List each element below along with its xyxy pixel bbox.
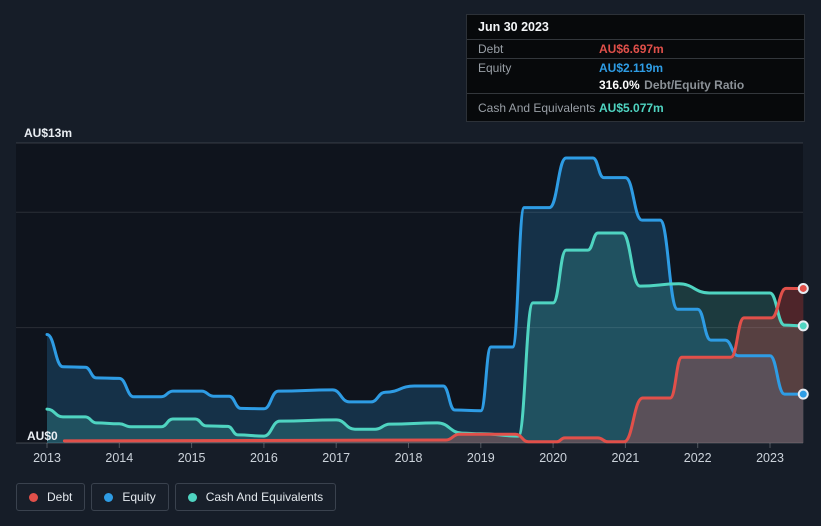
tooltip-date: Jun 30 2023 [467, 15, 804, 40]
legend-item-debt[interactable]: Debt [16, 483, 86, 511]
tooltip-ratio: 316.0% Debt/Equity Ratio [599, 76, 744, 94]
cash-dot-icon [187, 492, 197, 502]
tooltip-cash-value: AU$5.077m [599, 100, 664, 115]
x-tick-label-2018: 2018 [395, 451, 423, 465]
x-tick-label-2013: 2013 [33, 451, 61, 465]
x-tick-label-2019: 2019 [467, 451, 495, 465]
x-tick-label-2016: 2016 [250, 451, 278, 465]
tooltip-cash-label: Cash And Equivalents [478, 100, 596, 115]
series-areas [16, 158, 804, 443]
x-tick-label-2023: 2023 [756, 451, 784, 465]
line-cash-and-equivalents [45, 231, 805, 438]
x-tick-label-2014: 2014 [105, 451, 133, 465]
legend-label-equity: Equity [122, 490, 156, 504]
area-debt [64, 288, 804, 443]
chart-tooltip: Jun 30 2023 Debt AU$6.697m Equity AU$2.1… [466, 14, 805, 122]
end-marker-equity [797, 388, 809, 400]
legend-label-cash: Cash And Equivalents [205, 490, 324, 504]
tooltip-debt-label: Debt [478, 42, 504, 56]
x-tick-label-2022: 2022 [684, 451, 712, 465]
grid-lines [16, 142, 803, 444]
tooltip-debt-value: AU$6.697m [599, 42, 664, 56]
tooltip-ratio-label: Debt/Equity Ratio [644, 78, 745, 92]
legend-item-equity[interactable]: Equity [91, 483, 169, 511]
end-markers [797, 282, 809, 400]
x-tick-label-2017: 2017 [322, 451, 350, 465]
y-axis-max-label: AU$13m [24, 126, 72, 140]
end-marker-debt [797, 282, 809, 294]
x-tick-label-2015: 2015 [178, 451, 206, 465]
x-tick-label-2021: 2021 [611, 451, 639, 465]
equity-dot-icon [104, 492, 114, 502]
legend-item-cash[interactable]: Cash And Equivalents [174, 483, 337, 511]
x-axis: 2013 2014 2015 2016 2017 2018 2019 2020 2021 2022… [33, 443, 784, 465]
series-lines [45, 156, 805, 444]
debt-dot-icon [29, 492, 38, 502]
chart-legend: Debt Equity Cash And Equivalents [16, 483, 337, 511]
area-cash-and-equivalents [47, 233, 804, 443]
line-debt [62, 286, 805, 444]
tooltip-equity-value: AU$2.119m [599, 61, 664, 75]
end-marker-cash-and-equivalents [797, 320, 809, 332]
tooltip-ratio-value: 316.0% [599, 78, 640, 92]
legend-label-debt: Debt [47, 490, 73, 504]
x-tick-label-2020: 2020 [539, 451, 567, 465]
tooltip-equity-label: Equity [478, 61, 512, 75]
y-axis-zero-label: AU$0 [27, 429, 58, 443]
line-equity [45, 156, 805, 413]
area-equity [47, 158, 804, 443]
